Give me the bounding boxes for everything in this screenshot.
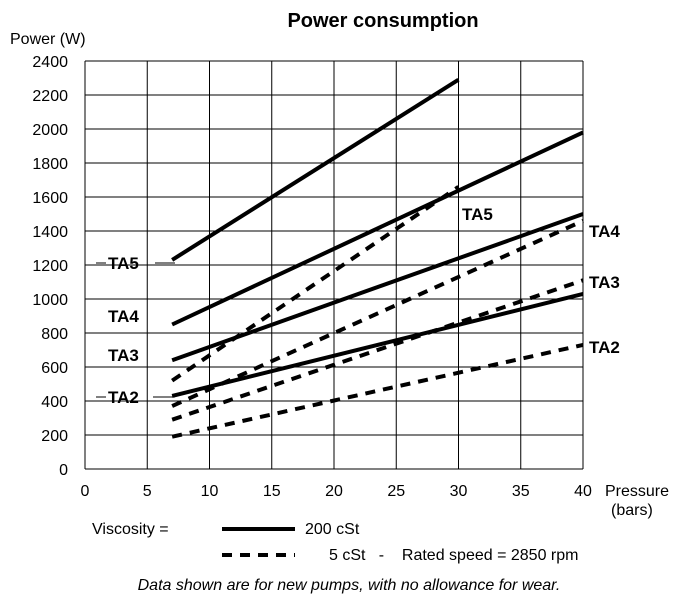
legend-solid-label: 200 cSt (305, 521, 360, 538)
x-tick-label: 10 (201, 483, 219, 500)
y-tick-label: 800 (41, 326, 68, 343)
y-tick-label: 200 (41, 428, 68, 445)
left-label-ta5: TA5 (108, 254, 139, 273)
y-tick-label: 600 (41, 360, 68, 377)
series-lines (171, 78, 584, 439)
left-label-ta4: TA4 (108, 307, 139, 326)
legend-dashed-label: 5 cSt - Rated speed = 2850 rpm (329, 547, 578, 564)
y-tick-label: 2200 (32, 88, 68, 105)
y-tick-label: 2400 (32, 54, 68, 71)
y-tick-label: 1400 (32, 224, 68, 241)
legend: Viscosity = 200 cSt 5 cSt - Rated speed … (92, 521, 578, 564)
x-axis-label: Pressure (605, 483, 669, 500)
series-line-ta5-200cst (171, 78, 460, 262)
footnote: Data shown are for new pumps, with no al… (137, 577, 561, 594)
left-label-ta3: TA3 (108, 346, 139, 365)
x-tick-label: 40 (574, 483, 592, 500)
chart-title: Power consumption (287, 10, 478, 32)
series-labels: TA5 TA4 TA3 TA2 TA5 TA4 TA3 TA2 (96, 205, 620, 407)
series-line-ta3-5cst (171, 278, 584, 422)
y-tick-label: 1000 (32, 292, 68, 309)
right-label-ta3: TA3 (589, 273, 620, 292)
x-tick-label: 20 (325, 483, 343, 500)
y-tick-label: 0 (59, 462, 68, 479)
y-tick-label: 1800 (32, 156, 68, 173)
x-tick-label: 25 (387, 483, 405, 500)
y-tick-label: 1600 (32, 190, 68, 207)
right-label-ta5: TA5 (462, 205, 493, 224)
tick-labels: 0200400600800100012001400160018002000220… (32, 54, 592, 500)
series-line-ta4-5cst (171, 218, 584, 408)
right-label-ta2: TA2 (589, 338, 620, 357)
series-line-ta2-200cst (171, 291, 584, 398)
series-line-ta5-5cst (171, 185, 460, 383)
y-axis-label: Power (W) (10, 31, 86, 48)
grid (84, 60, 584, 470)
x-tick-label: 15 (263, 483, 281, 500)
y-tick-label: 400 (41, 394, 68, 411)
y-tick-label: 1200 (32, 258, 68, 275)
x-tick-label: 30 (450, 483, 468, 500)
series-line-ta2-5cst (171, 342, 584, 439)
x-axis-unit-label: (bars) (611, 502, 653, 519)
y-tick-label: 2000 (32, 122, 68, 139)
left-label-ta2: TA2 (108, 388, 139, 407)
legend-prefix: Viscosity = (92, 521, 169, 538)
x-tick-label: 0 (81, 483, 90, 500)
x-tick-label: 35 (512, 483, 530, 500)
series-line-ta4-200cst (171, 130, 584, 327)
x-tick-label: 5 (143, 483, 152, 500)
right-label-ta4: TA4 (589, 222, 620, 241)
